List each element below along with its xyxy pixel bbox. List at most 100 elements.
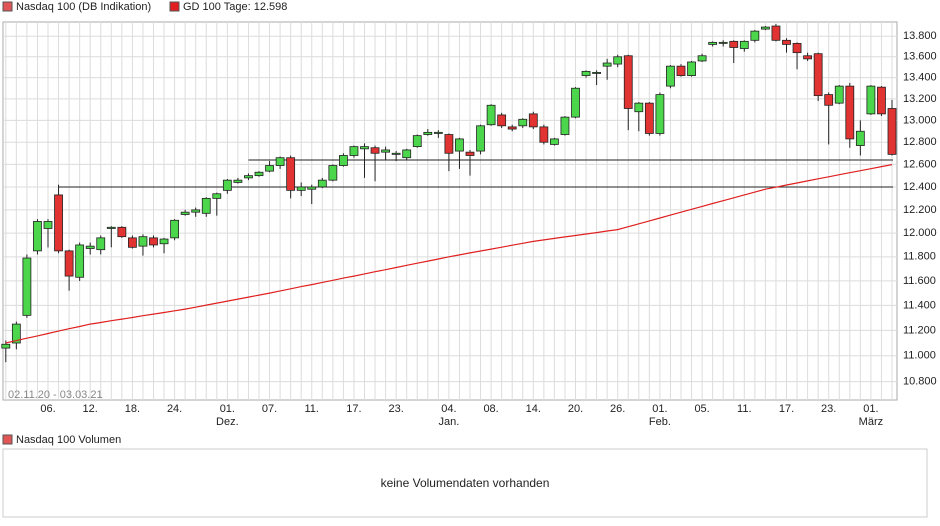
x-tick-label: 04. Jan. — [439, 403, 460, 428]
candle-body — [149, 237, 158, 246]
candle-body — [676, 65, 686, 76]
x-tick-label: 24. — [167, 403, 182, 415]
candle-body — [739, 40, 749, 49]
candle-body — [43, 221, 53, 229]
candle-body — [486, 104, 496, 126]
candle-body — [11, 323, 21, 344]
x-tick-label: 05. — [694, 403, 709, 415]
candle-body — [117, 226, 127, 238]
candle-body — [275, 157, 285, 166]
candle-body — [507, 126, 517, 130]
candle-body — [571, 87, 580, 118]
y-tick-label: 12.400 — [903, 181, 937, 193]
y-tick-label: 12.600 — [903, 158, 937, 170]
candle-body — [729, 40, 739, 48]
legend-label: GD 100 Tage: 12.598 — [183, 1, 287, 13]
plot-frame — [2, 21, 898, 401]
candle-body — [644, 102, 654, 134]
candle-body — [592, 72, 601, 74]
candle-body — [581, 70, 591, 76]
candle-body — [307, 186, 317, 190]
x-tick-label: 17. — [779, 403, 794, 415]
candle-body — [539, 126, 549, 143]
candle-body — [465, 151, 475, 156]
candle-body — [254, 171, 264, 177]
x-tick-label: 18. — [125, 403, 140, 415]
candle-body — [666, 65, 675, 87]
candle-body — [623, 55, 633, 109]
candle-body — [265, 165, 274, 172]
candle-body — [697, 55, 707, 62]
candle-body — [96, 237, 106, 251]
y-tick-label: 11.800 — [903, 251, 936, 263]
candle-body — [33, 221, 42, 252]
y-tick-label: 10.800 — [903, 376, 937, 388]
candle-body — [349, 146, 359, 156]
y-tick-label: 13.400 — [903, 72, 937, 84]
candle-body — [64, 250, 74, 277]
candle-body — [180, 211, 190, 215]
candle-body — [296, 186, 306, 191]
y-tick-label: 13.800 — [903, 30, 937, 42]
candle-body — [106, 226, 116, 229]
x-tick-label: 06. — [40, 403, 55, 415]
y-tick-label: 11.600 — [903, 275, 936, 287]
candle-body — [792, 42, 802, 54]
y-tick-label: 13.600 — [903, 51, 937, 63]
candle-body — [22, 257, 32, 316]
candle-body — [518, 118, 528, 127]
candle-body — [127, 237, 137, 248]
candle-body — [887, 108, 897, 155]
volume-frame — [2, 448, 928, 518]
legend-icon — [169, 1, 180, 12]
candle-body — [687, 61, 696, 76]
x-tick-label: 23. — [389, 403, 404, 415]
legend-icon — [2, 434, 13, 445]
y-tick-label: 12.200 — [903, 204, 937, 216]
y-tick-label: 12.800 — [903, 136, 937, 148]
y-tick-label: 12.000 — [903, 227, 937, 239]
candle-body — [402, 149, 412, 159]
candle-body — [201, 197, 211, 214]
candle-body — [360, 146, 369, 150]
candle-body — [782, 39, 791, 45]
candle-body — [244, 175, 253, 179]
candle-body — [433, 131, 443, 134]
candle-body — [54, 194, 63, 252]
candle-body — [560, 116, 570, 135]
candle-body — [761, 26, 770, 30]
candle-body — [286, 157, 296, 191]
candle-body — [497, 114, 507, 127]
candle-body — [824, 94, 834, 106]
candle-body — [75, 244, 85, 278]
candle-body — [834, 85, 844, 104]
candle-body — [317, 179, 327, 188]
date-range: 02.11.20 - 03.03.21 — [8, 389, 103, 401]
x-tick-label: 11. — [305, 403, 319, 415]
candle-body — [771, 25, 781, 41]
x-tick-label: 26. — [610, 403, 625, 415]
grid — [3, 22, 897, 400]
candle-body — [602, 62, 612, 67]
candle-body — [528, 113, 538, 128]
candle-body — [328, 165, 338, 181]
x-tick-label: 23. — [821, 403, 836, 415]
y-tick-label: 13.000 — [903, 114, 937, 126]
candle-body — [159, 238, 169, 245]
x-tick-label: 11. — [737, 403, 751, 415]
x-tick-label: 01. März — [859, 403, 883, 428]
moving-average-line — [5, 164, 893, 344]
x-tick-label: 01. Feb. — [649, 403, 671, 428]
candle-body — [855, 130, 865, 146]
y-tick-label: 11.400 — [903, 299, 936, 311]
candle-body — [550, 138, 559, 145]
candle-body — [191, 209, 201, 213]
x-tick-label: 12. — [83, 403, 98, 415]
candle-body — [444, 134, 454, 154]
candle-body — [370, 147, 380, 154]
candle-body — [412, 135, 422, 148]
x-tick-label: 07. — [262, 403, 277, 415]
volume-message: keine Volumendaten vorhanden — [381, 476, 550, 490]
